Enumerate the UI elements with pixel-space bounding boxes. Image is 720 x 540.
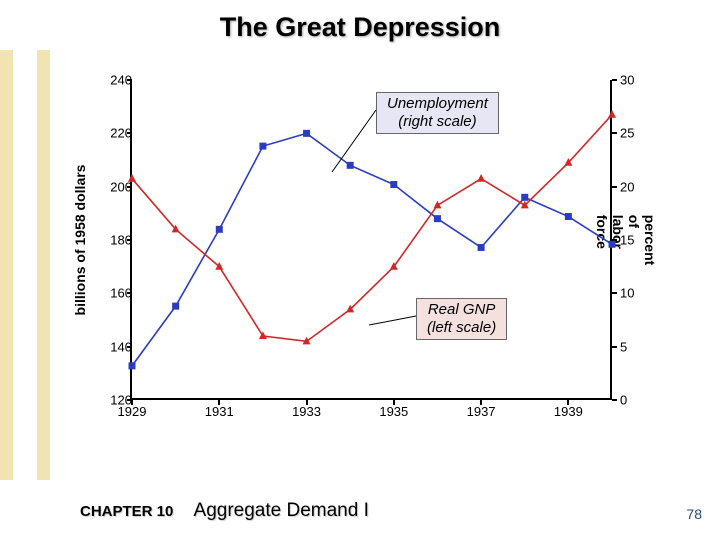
chart-container: billions of 1958 dollars percent of labo…	[62, 65, 670, 455]
marker-square	[565, 213, 572, 220]
annotation-pointer	[369, 316, 416, 325]
sidebar-bar	[37, 50, 50, 480]
marker-triangle	[215, 262, 223, 270]
plot-area: 1201401601802002202400510152025301929193…	[130, 80, 610, 400]
annotation-box: Unemployment(right scale)	[376, 92, 499, 134]
marker-square	[609, 241, 616, 248]
page-number: 78	[686, 506, 702, 522]
marker-square	[347, 162, 354, 169]
decorative-sidebar	[0, 50, 50, 480]
series-line-real-gnp	[132, 115, 612, 342]
marker-triangle	[608, 110, 616, 118]
marker-square	[303, 130, 310, 137]
marker-triangle	[477, 174, 485, 182]
marker-square	[478, 244, 485, 251]
annotation-line: (left scale)	[427, 319, 496, 337]
marker-square	[172, 303, 179, 310]
annotation-box: Real GNP(left scale)	[416, 298, 507, 340]
marker-square	[521, 194, 528, 201]
series-line-unemployment	[132, 133, 612, 366]
x-tick: 1939	[554, 404, 583, 419]
sidebar-bar	[19, 50, 32, 480]
annotation-line: (right scale)	[387, 113, 488, 131]
marker-square	[390, 181, 397, 188]
annotation-line: Real GNP	[427, 301, 496, 319]
annotation-pointer	[332, 110, 376, 172]
marker-triangle	[128, 174, 136, 182]
marker-square	[434, 215, 441, 222]
marker-square	[216, 226, 223, 233]
x-tick: 1937	[467, 404, 496, 419]
chart-svg	[132, 80, 612, 400]
slide-title: The Great Depression	[0, 12, 720, 43]
x-tick: 1931	[205, 404, 234, 419]
x-tick: 1929	[118, 404, 147, 419]
marker-square	[259, 143, 266, 150]
x-tick: 1935	[379, 404, 408, 419]
annotation-line: Unemployment	[387, 95, 488, 113]
y-left-axis-label: billions of 1958 dollars	[72, 165, 88, 316]
chapter-label: CHAPTER 10	[80, 503, 173, 520]
marker-square	[129, 362, 136, 369]
footer: CHAPTER 10 Aggregate Demand I	[80, 500, 369, 522]
x-tick: 1933	[292, 404, 321, 419]
footer-title: Aggregate Demand I	[194, 500, 369, 521]
sidebar-bar	[0, 50, 13, 480]
